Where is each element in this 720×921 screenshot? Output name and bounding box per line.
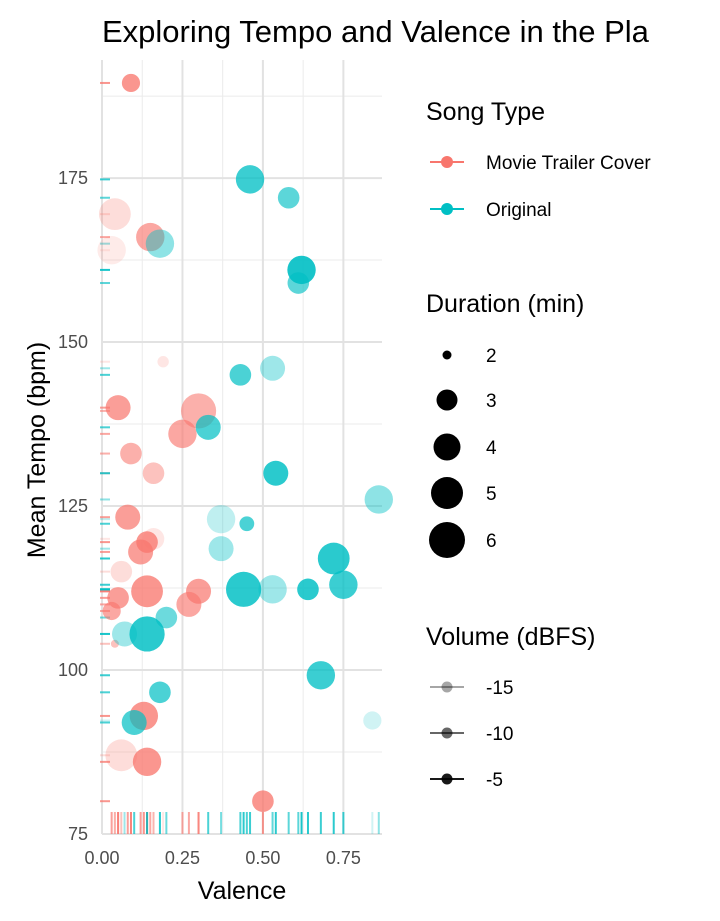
x-tick-label: 0.25 — [165, 848, 200, 868]
point-movie-trailer-cover — [132, 747, 162, 777]
x-axis-title: Valence — [198, 877, 287, 905]
point-movie-trailer-cover — [168, 419, 197, 449]
legend-label: Movie Trailer Cover — [486, 153, 651, 174]
point-original — [206, 504, 236, 534]
point-original — [364, 485, 393, 514]
point-movie-trailer-cover — [252, 790, 274, 813]
y-tick-label: 125 — [58, 496, 88, 516]
legend-item-duration-4: 4 — [433, 433, 497, 461]
point-movie-trailer-cover — [142, 462, 165, 485]
svg-text:3: 3 — [486, 391, 497, 412]
legend-song-type: Song Type Movie Trailer Cover Original — [426, 98, 651, 221]
grid — [101, 60, 382, 835]
y-tick-label: 100 — [58, 660, 88, 680]
svg-text:-15: -15 — [486, 678, 513, 699]
point-movie-trailer-cover — [157, 356, 169, 368]
legend-item-duration-2: 2 — [442, 346, 497, 367]
svg-text:5: 5 — [486, 484, 497, 505]
y-tick-label: 150 — [58, 332, 88, 352]
legend-item-volume-15: -15 — [430, 678, 513, 699]
point-movie-trailer-cover — [121, 73, 141, 93]
point-original — [208, 536, 234, 562]
point-original — [155, 606, 178, 629]
point-movie-trailer-cover — [105, 395, 131, 421]
point-original — [306, 661, 336, 690]
legend-item-movie-trailer-cover: Movie Trailer Cover — [430, 153, 651, 174]
point-original — [226, 571, 262, 607]
legend-item-duration-5: 5 — [431, 477, 497, 509]
point-movie-trailer-cover — [97, 236, 126, 265]
point-original — [329, 570, 358, 599]
legend-song-type-title: Song Type — [426, 98, 545, 126]
legend-item-volume-5: -5 — [430, 770, 503, 791]
svg-text:6: 6 — [486, 531, 497, 552]
point-movie-trailer-cover — [136, 222, 165, 252]
legend-duration-title: Duration (min) — [426, 290, 584, 318]
point-original — [317, 542, 350, 575]
rug-marks — [100, 81, 380, 834]
point-original — [121, 709, 147, 735]
point-movie-trailer-cover — [120, 442, 142, 465]
point-movie-trailer-cover — [105, 739, 138, 772]
y-tick-label: 75 — [68, 824, 88, 844]
point-original — [235, 165, 265, 194]
legend-item-duration-3: 3 — [436, 389, 497, 412]
legend-item-volume-10: -10 — [430, 724, 513, 745]
tick-labels: 0.00 0.25 0.50 0.75 75 100 125 150 175 — [58, 168, 361, 868]
svg-text:2: 2 — [486, 346, 497, 367]
point-original — [263, 460, 289, 486]
svg-text:4: 4 — [486, 438, 497, 459]
point-movie-trailer-cover — [110, 639, 119, 648]
legend-label: Original — [486, 200, 551, 221]
legend-volume-title: Volume (dBFS) — [426, 623, 596, 651]
point-movie-trailer-cover — [176, 591, 202, 617]
point-original — [363, 711, 382, 730]
point-movie-trailer-cover — [128, 539, 154, 565]
point-original — [258, 575, 287, 604]
point-original — [287, 272, 310, 294]
point-original — [145, 229, 175, 258]
legend-item-duration-6: 6 — [429, 522, 497, 558]
point-movie-trailer-cover — [102, 601, 121, 621]
x-tick-label: 0.00 — [84, 848, 119, 868]
y-tick-label: 175 — [58, 168, 88, 188]
x-tick-label: 0.50 — [245, 848, 280, 868]
point-movie-trailer-cover — [131, 575, 163, 608]
point-original — [149, 681, 171, 704]
point-original — [112, 621, 138, 647]
svg-text:-5: -5 — [486, 770, 503, 791]
legend-duration: Duration (min) 2 3 4 5 6 — [426, 290, 584, 558]
data-points — [97, 73, 393, 813]
legend-volume: Volume (dBFS) -15 -10 -5 — [426, 623, 596, 791]
point-movie-trailer-cover — [110, 560, 133, 583]
point-movie-trailer-cover — [115, 504, 141, 530]
point-original — [260, 355, 286, 381]
point-movie-trailer-cover — [98, 198, 131, 231]
point-original — [239, 516, 255, 532]
legend-item-original: Original — [430, 200, 551, 221]
point-original — [229, 364, 252, 386]
point-original — [129, 616, 165, 652]
x-tick-label: 0.75 — [326, 848, 361, 868]
point-original — [297, 578, 319, 601]
point-original — [195, 414, 221, 440]
chart-title: Exploring Tempo and Valence in the Pla — [102, 14, 650, 49]
svg-text:-10: -10 — [486, 724, 513, 745]
point-original — [277, 186, 300, 209]
y-axis-title: Mean Tempo (bpm) — [23, 342, 51, 558]
